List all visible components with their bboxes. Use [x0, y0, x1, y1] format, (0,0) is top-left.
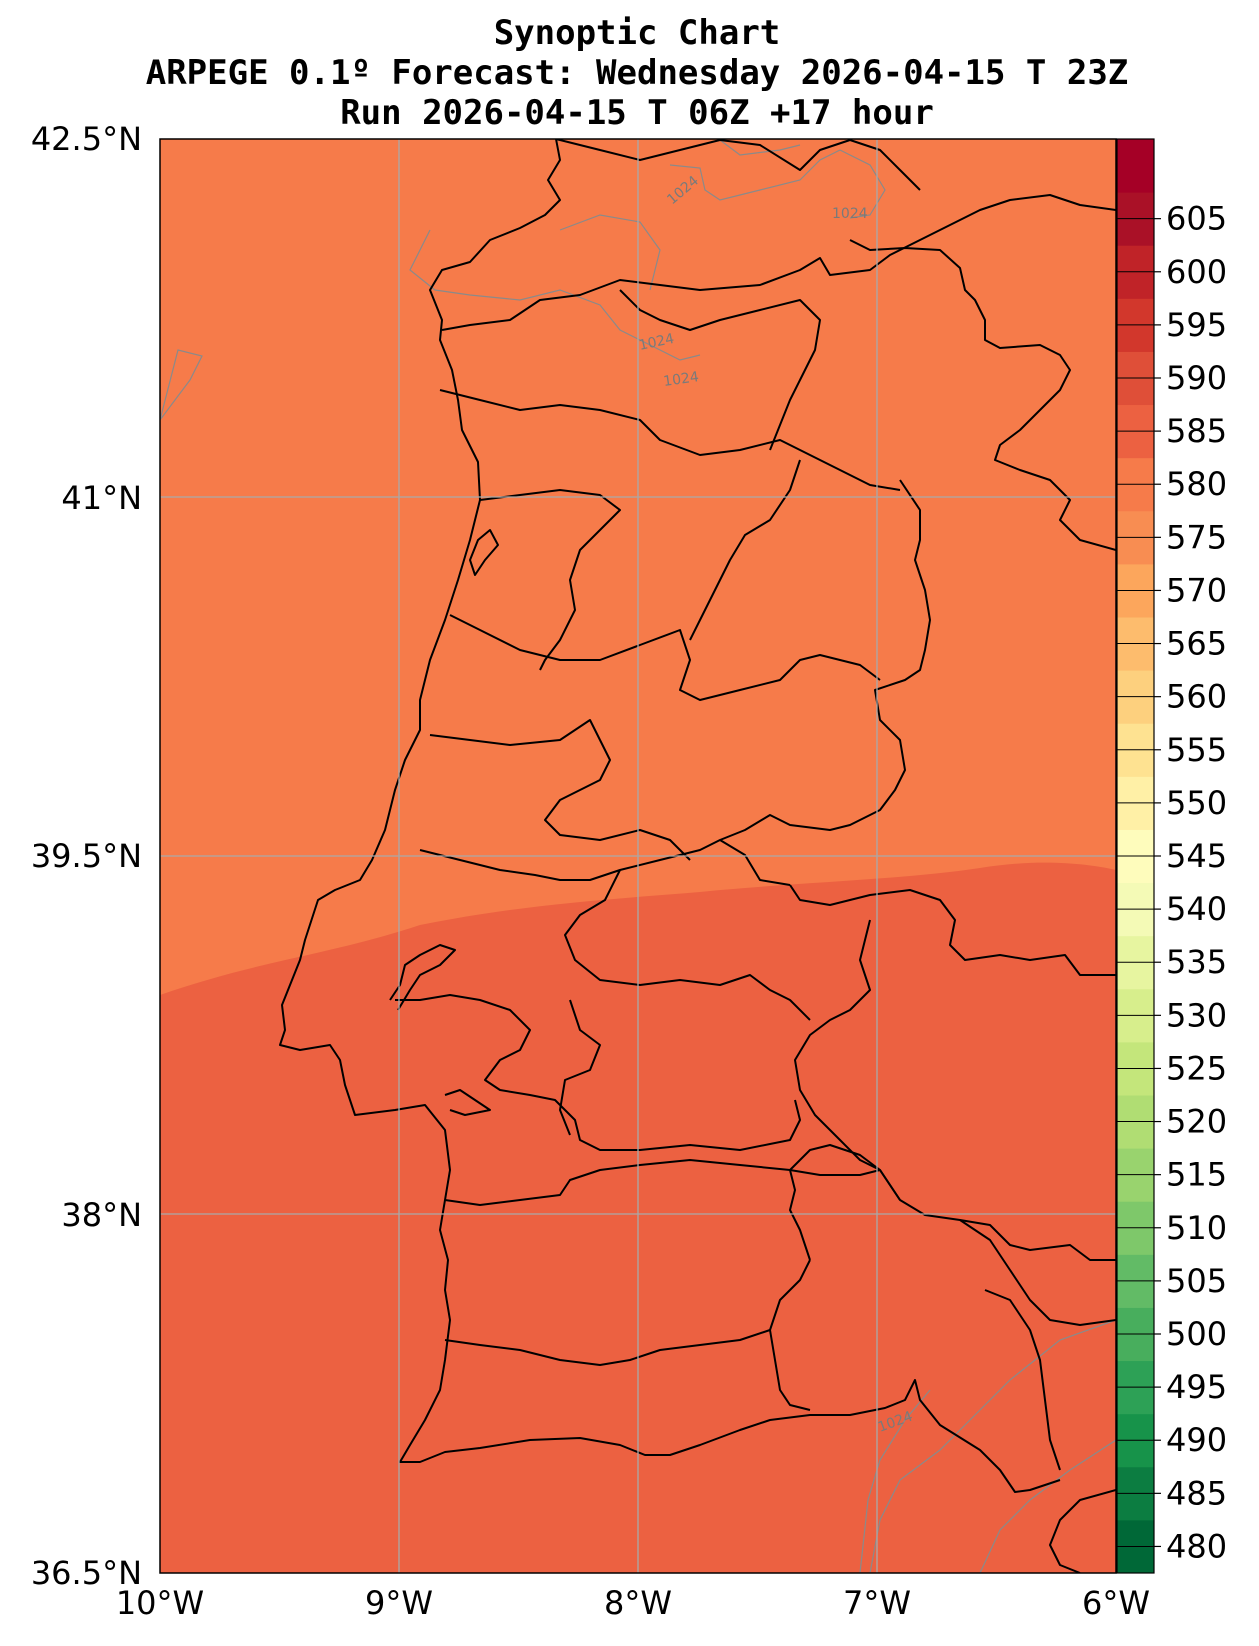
colorbar-label: 515: [1166, 1156, 1227, 1194]
district-border: [769, 1259, 811, 1331]
district-border: [689, 459, 801, 641]
map-gridlines: [160, 139, 1116, 1573]
border-east-2: [719, 479, 931, 841]
colorbar-label: 505: [1166, 1262, 1227, 1300]
district-border: [564, 869, 811, 1021]
colorbar-label: 510: [1166, 1209, 1227, 1247]
border-north: [441, 194, 1116, 331]
colorbar-label: 580: [1166, 465, 1227, 503]
isobar-label: 1024: [832, 206, 868, 222]
district-border: [439, 389, 901, 491]
colorbar-label: 545: [1166, 837, 1227, 875]
district-border: [429, 719, 691, 861]
district-border: [959, 1219, 1116, 1326]
colorbar-label: 530: [1166, 996, 1227, 1034]
x-tick-label: 6°W: [1082, 1584, 1150, 1622]
colorbar-label: 490: [1166, 1421, 1227, 1459]
colorbar-label: 585: [1166, 412, 1227, 450]
border-east-4: [794, 919, 1116, 1261]
colorbar-label: 495: [1166, 1368, 1227, 1406]
x-tick-label: 8°W: [604, 1584, 672, 1622]
coastline-and-borders: [279, 139, 1116, 1573]
district-border: [395, 994, 801, 1151]
sado-estuary: [444, 1089, 491, 1116]
border-east: [849, 239, 1116, 551]
isobar-label: 1024: [638, 331, 676, 354]
colorbar-label: 535: [1166, 943, 1227, 981]
y-tick-label: 39.5°N: [31, 837, 142, 875]
x-tick-label: 10°W: [116, 1584, 204, 1622]
y-axis-ticks: 42.5°N 41°N 39.5°N 38°N 36.5°N: [31, 120, 142, 1592]
border-spain-galicia: [555, 139, 921, 191]
map-area: 1024 1024 1024 1024 1024: [160, 139, 1116, 1573]
isobar-line: [719, 139, 801, 156]
colorbar-label: 570: [1166, 571, 1227, 609]
district-border: [479, 489, 621, 671]
y-tick-label: 38°N: [61, 1196, 142, 1234]
colorbar-segment: [1117, 139, 1154, 193]
colorbar-label: 575: [1166, 518, 1227, 556]
district-border: [984, 1289, 1061, 1471]
district-border: [449, 614, 881, 701]
y-tick-label: 41°N: [61, 479, 142, 517]
isobar-line: [859, 1389, 931, 1573]
district-border: [619, 289, 821, 451]
colorbar-label: 560: [1166, 678, 1227, 716]
district-border: [559, 999, 601, 1136]
colorbar-label: 555: [1166, 731, 1227, 769]
colorbar-label: 595: [1166, 306, 1227, 344]
map-frame: [159, 138, 1117, 1574]
chart-run-subtitle: Run 2026-04-15 T 06Z +17 hour: [340, 93, 934, 133]
colorbar-label: 540: [1166, 890, 1227, 928]
district-border: [444, 1329, 811, 1411]
colorbar-label: 590: [1166, 359, 1227, 397]
y-tick-label: 36.5°N: [31, 1554, 142, 1592]
colorbar-label: 525: [1166, 1049, 1227, 1087]
y-tick-label: 42.5°N: [31, 120, 142, 158]
isobar-contours: [160, 139, 1116, 1573]
colorbar-label: 480: [1166, 1527, 1227, 1565]
aveiro-lagoon: [469, 529, 499, 576]
colorbar-label: 600: [1166, 253, 1227, 291]
colorbar-label: 520: [1166, 1103, 1227, 1141]
colorbar-label: 500: [1166, 1315, 1227, 1353]
tagus-estuary: [389, 944, 456, 1011]
x-tick-label: 7°W: [843, 1584, 911, 1622]
district-border: [444, 1159, 881, 1206]
colorbar-label: 485: [1166, 1474, 1227, 1512]
isobar-line: [669, 149, 886, 219]
district-border: [1049, 1489, 1116, 1573]
border-east-3: [789, 884, 1116, 976]
isobar-line: [869, 1319, 1116, 1573]
colorbar: 480 485 490 495 500 505 510 515 520 525 530 535 540 5…: [1116, 138, 1227, 1574]
isobar-line: [409, 229, 701, 361]
chart-forecast-subtitle: ARPEGE 0.1º Forecast: Wednesday 2026-04-…: [146, 53, 1129, 93]
colorbar-label: 605: [1166, 200, 1227, 238]
isobar-line: [559, 214, 661, 291]
chart-title: Synoptic Chart: [494, 13, 781, 53]
isobar-line: [979, 1439, 1116, 1573]
isobar-label: 1024: [662, 369, 700, 390]
district-border: [789, 1144, 901, 1261]
x-tick-label: 9°W: [365, 1584, 433, 1622]
colorbar-label: 565: [1166, 625, 1227, 663]
x-axis-ticks: 10°W 9°W 8°W 7°W 6°W: [116, 1584, 1150, 1622]
colorbar-frame: [1116, 138, 1155, 1574]
colorbar-label: 550: [1166, 784, 1227, 822]
isobar-line: [160, 349, 203, 421]
